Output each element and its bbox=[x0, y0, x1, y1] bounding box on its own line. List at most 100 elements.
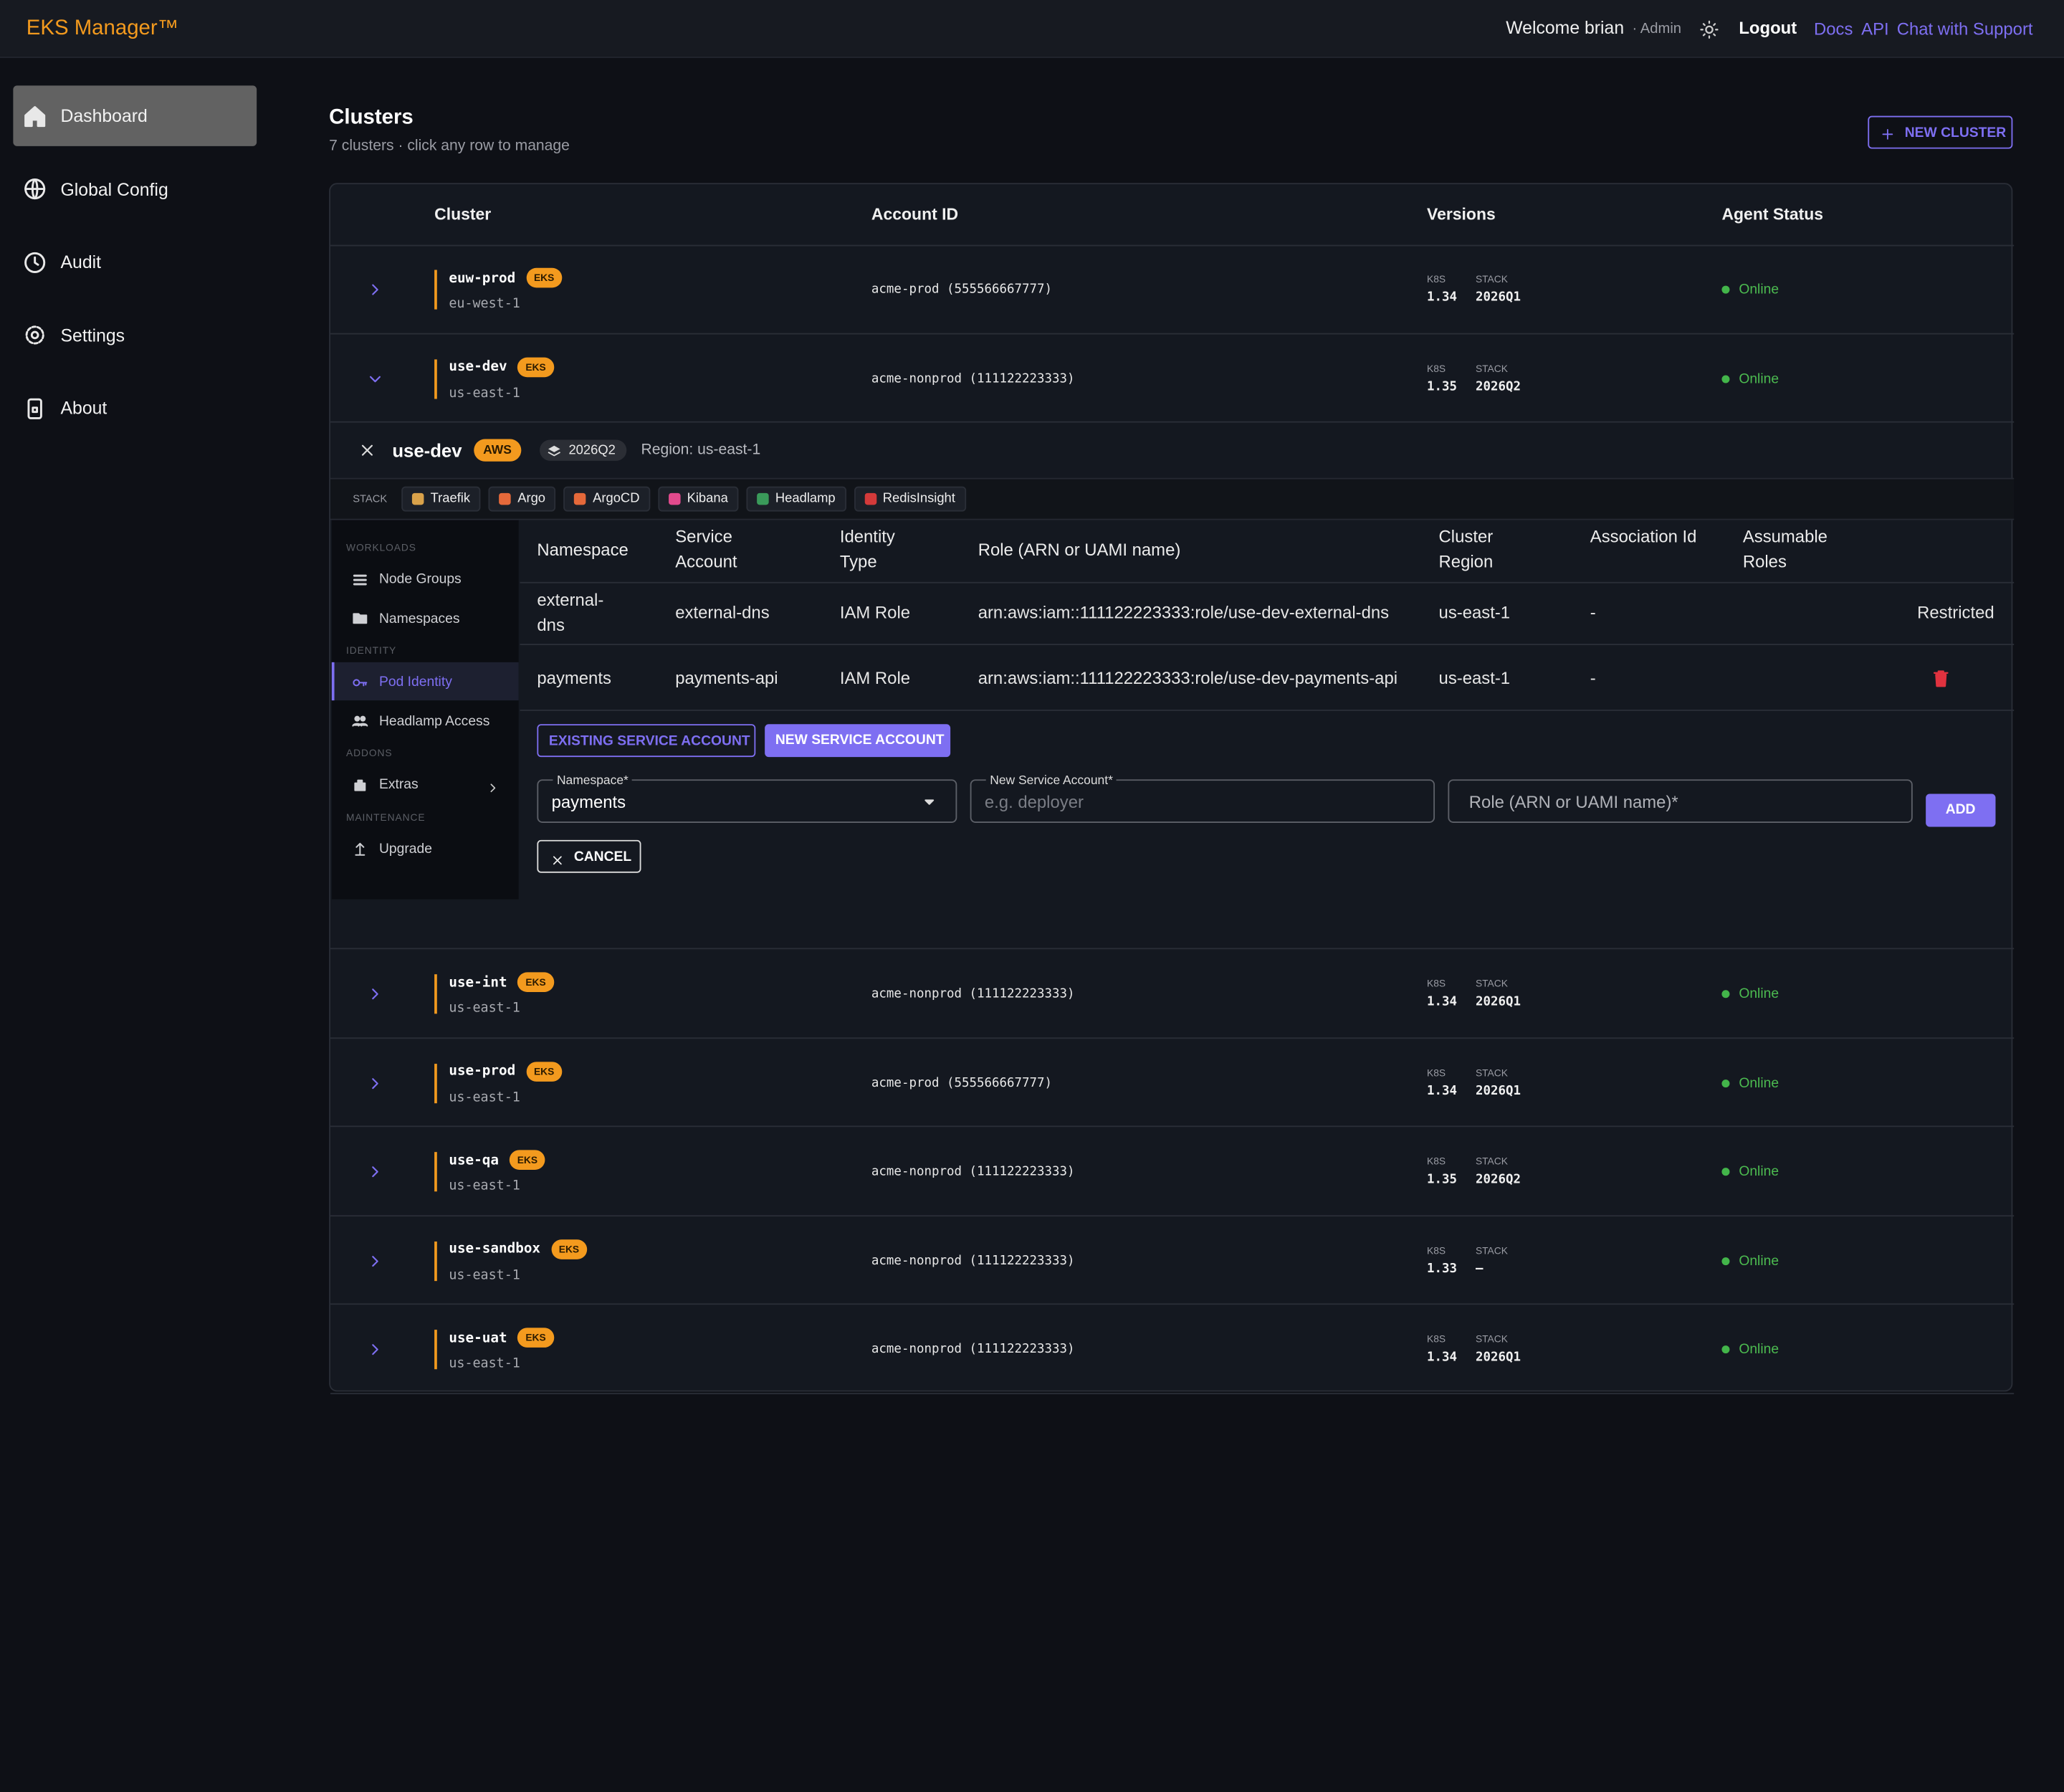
cluster-accent bbox=[434, 270, 437, 310]
stack-app-chip[interactable]: Traefik bbox=[401, 486, 481, 512]
identity-row-divider bbox=[520, 644, 2015, 646]
mode-label: EXISTING SERVICE ACCOUNT bbox=[548, 733, 750, 750]
new-cluster-label: NEW CLUSTER bbox=[1904, 125, 2007, 141]
stack-pill-version: 2026Q2 bbox=[568, 443, 616, 458]
close-detail[interactable] bbox=[358, 441, 377, 459]
theme-toggle[interactable] bbox=[1698, 19, 1719, 39]
user-role: · Admin bbox=[1632, 21, 1682, 37]
cluster-table: Cluster Account ID Versions Agent Status euw… bbox=[329, 183, 2015, 1394]
detail-name: use-dev bbox=[392, 439, 462, 461]
detail-nav-item[interactable]: Node Groups bbox=[378, 571, 462, 588]
cluster-row[interactable]: use-prod EKS us-east-1 acme-prod (555566667… bbox=[330, 1038, 2015, 1128]
stack-app-icon bbox=[499, 492, 512, 505]
detail-nav-icon bbox=[350, 712, 368, 730]
detail-nav-icon bbox=[350, 609, 368, 626]
cluster-row[interactable]: euw-prod EKS eu-west-1 acme-prod (555566667… bbox=[330, 245, 2015, 334]
nav-item[interactable]: Audit bbox=[60, 252, 102, 272]
input-placeholder: e.g. deployer bbox=[984, 791, 1084, 812]
dropdown-arrow bbox=[920, 793, 939, 811]
status-dot bbox=[1721, 1345, 1730, 1354]
nav-icon bbox=[22, 103, 47, 128]
agent-status: Online bbox=[1739, 1341, 1779, 1358]
cluster-name: use-sandbox bbox=[449, 1241, 541, 1257]
detail-nav-item[interactable]: Namespaces bbox=[378, 610, 460, 626]
column-header: Versions bbox=[1427, 205, 1496, 224]
cluster-row[interactable]: use-dev EKS us-east-1 acme-nonprod (1111222… bbox=[330, 334, 2015, 423]
stack-app-chip[interactable]: Argo bbox=[488, 486, 556, 512]
cluster-region: us-east-1 bbox=[449, 1001, 520, 1016]
header-link[interactable]: Chat with Support bbox=[1896, 19, 2033, 39]
stack-app-chip[interactable]: ArgoCD bbox=[563, 486, 651, 512]
nav-item[interactable]: Global Config bbox=[60, 178, 168, 199]
identity-cell: us-east-1 bbox=[1438, 667, 1511, 687]
stack-app-name: RedisInsight bbox=[882, 492, 955, 507]
stack-app-chip[interactable]: Kibana bbox=[658, 486, 739, 512]
detail-nav-icon bbox=[350, 571, 368, 588]
logout[interactable]: Logout bbox=[1739, 17, 1797, 38]
service-account-input[interactable]: New Service Account* e.g. deployer bbox=[970, 773, 1435, 823]
cluster-region: us-east-1 bbox=[449, 386, 520, 401]
k8s-label: K8S bbox=[1427, 977, 1446, 990]
cluster-row[interactable]: use-int EKS us-east-1 acme-nonprod (1111222… bbox=[330, 949, 2015, 1039]
cluster-name-line: use-qa EKS bbox=[449, 1150, 546, 1170]
detail-nav-item[interactable]: Upgrade bbox=[378, 840, 432, 857]
eks-badge: EKS bbox=[525, 1061, 563, 1081]
agent-status: Online bbox=[1739, 986, 1779, 1002]
header-link[interactable]: API bbox=[1861, 19, 1889, 39]
nav-item[interactable]: Dashboard bbox=[60, 105, 148, 126]
mode-label: NEW SERVICE ACCOUNT bbox=[775, 732, 945, 748]
identity-cell: external-dns bbox=[537, 589, 604, 635]
detail-nav-item[interactable]: Pod Identity bbox=[378, 674, 452, 690]
namespace-value: payments bbox=[551, 791, 626, 812]
expand-chevron bbox=[366, 1252, 385, 1270]
nav-icon bbox=[22, 323, 47, 348]
stack-version: 2026Q1 bbox=[1475, 1350, 1521, 1365]
column-header: Cluster bbox=[434, 205, 492, 224]
stack-app-chip[interactable]: Headlamp bbox=[746, 486, 846, 512]
eks-badge: EKS bbox=[509, 1150, 546, 1170]
role-input[interactable]: Role (ARN or UAMI name)* bbox=[1448, 779, 1913, 823]
nav-item[interactable]: About bbox=[60, 398, 108, 419]
expand-chevron bbox=[366, 280, 385, 299]
stack-version: 2026Q1 bbox=[1475, 994, 1521, 1009]
stack-app-name: Argo bbox=[517, 492, 546, 507]
cluster-row[interactable]: use-sandbox EKS us-east-1 acme-nonprod (111… bbox=[330, 1216, 2015, 1305]
header-link[interactable]: Docs bbox=[1814, 19, 1853, 39]
account-id: acme-prod (555566667777) bbox=[871, 1075, 1053, 1090]
stack-label: STACK bbox=[1475, 362, 1508, 374]
cluster-accent bbox=[434, 1330, 437, 1370]
cluster-name-line: use-dev EKS bbox=[449, 356, 554, 377]
status-dot bbox=[1721, 285, 1730, 294]
detail-nav-icon bbox=[350, 673, 368, 690]
stack-version: 2026Q1 bbox=[1475, 290, 1521, 305]
k8s-version: 1.34 bbox=[1427, 290, 1458, 305]
page-title: Clusters bbox=[329, 106, 414, 130]
cluster-row[interactable]: use-uat EKS us-east-1 acme-nonprod (1111222… bbox=[330, 1305, 2015, 1394]
delete-association[interactable] bbox=[1931, 669, 1951, 689]
field-label: Namespace* bbox=[553, 773, 633, 788]
detail-nav-item[interactable]: Headlamp Access bbox=[378, 712, 490, 729]
namespace-select[interactable]: Namespace* payments bbox=[537, 773, 957, 823]
account-id: acme-nonprod (111122223333) bbox=[871, 1253, 1075, 1268]
cancel-button[interactable]: CANCEL bbox=[537, 839, 641, 873]
stack-app-chip[interactable]: RedisInsight bbox=[854, 486, 966, 512]
cluster-name: use-qa bbox=[449, 1152, 500, 1168]
identity-cell: arn:aws:iam::111122223333:role/use-dev-e… bbox=[978, 602, 1390, 622]
stack-label: STACK bbox=[1475, 977, 1508, 990]
cluster-accent bbox=[434, 1063, 437, 1103]
cluster-name-line: use-uat EKS bbox=[449, 1328, 554, 1348]
mode-existing[interactable]: EXISTING SERVICE ACCOUNT bbox=[537, 724, 756, 758]
cluster-row[interactable]: use-qa EKS us-east-1 acme-nonprod (11112222… bbox=[330, 1127, 2015, 1216]
add-button[interactable]: ADD bbox=[1926, 793, 1996, 827]
new-cluster-button[interactable]: NEW CLUSTER bbox=[1868, 115, 2013, 149]
stack-apps: Traefik Argo ArgoCD Kibana Headlamp RedisInsi… bbox=[401, 486, 966, 512]
nav-item[interactable]: Settings bbox=[60, 325, 125, 345]
k8s-version: 1.34 bbox=[1427, 1083, 1458, 1098]
stack-label: STACK bbox=[1475, 1333, 1508, 1345]
identity-cell: IAM Role bbox=[839, 667, 911, 687]
identity-column: Service Account bbox=[675, 526, 737, 571]
account-id: acme-nonprod (111122223333) bbox=[871, 371, 1075, 386]
detail-nav-item[interactable]: Extras bbox=[378, 776, 419, 793]
mode-new[interactable]: NEW SERVICE ACCOUNT bbox=[765, 724, 951, 758]
